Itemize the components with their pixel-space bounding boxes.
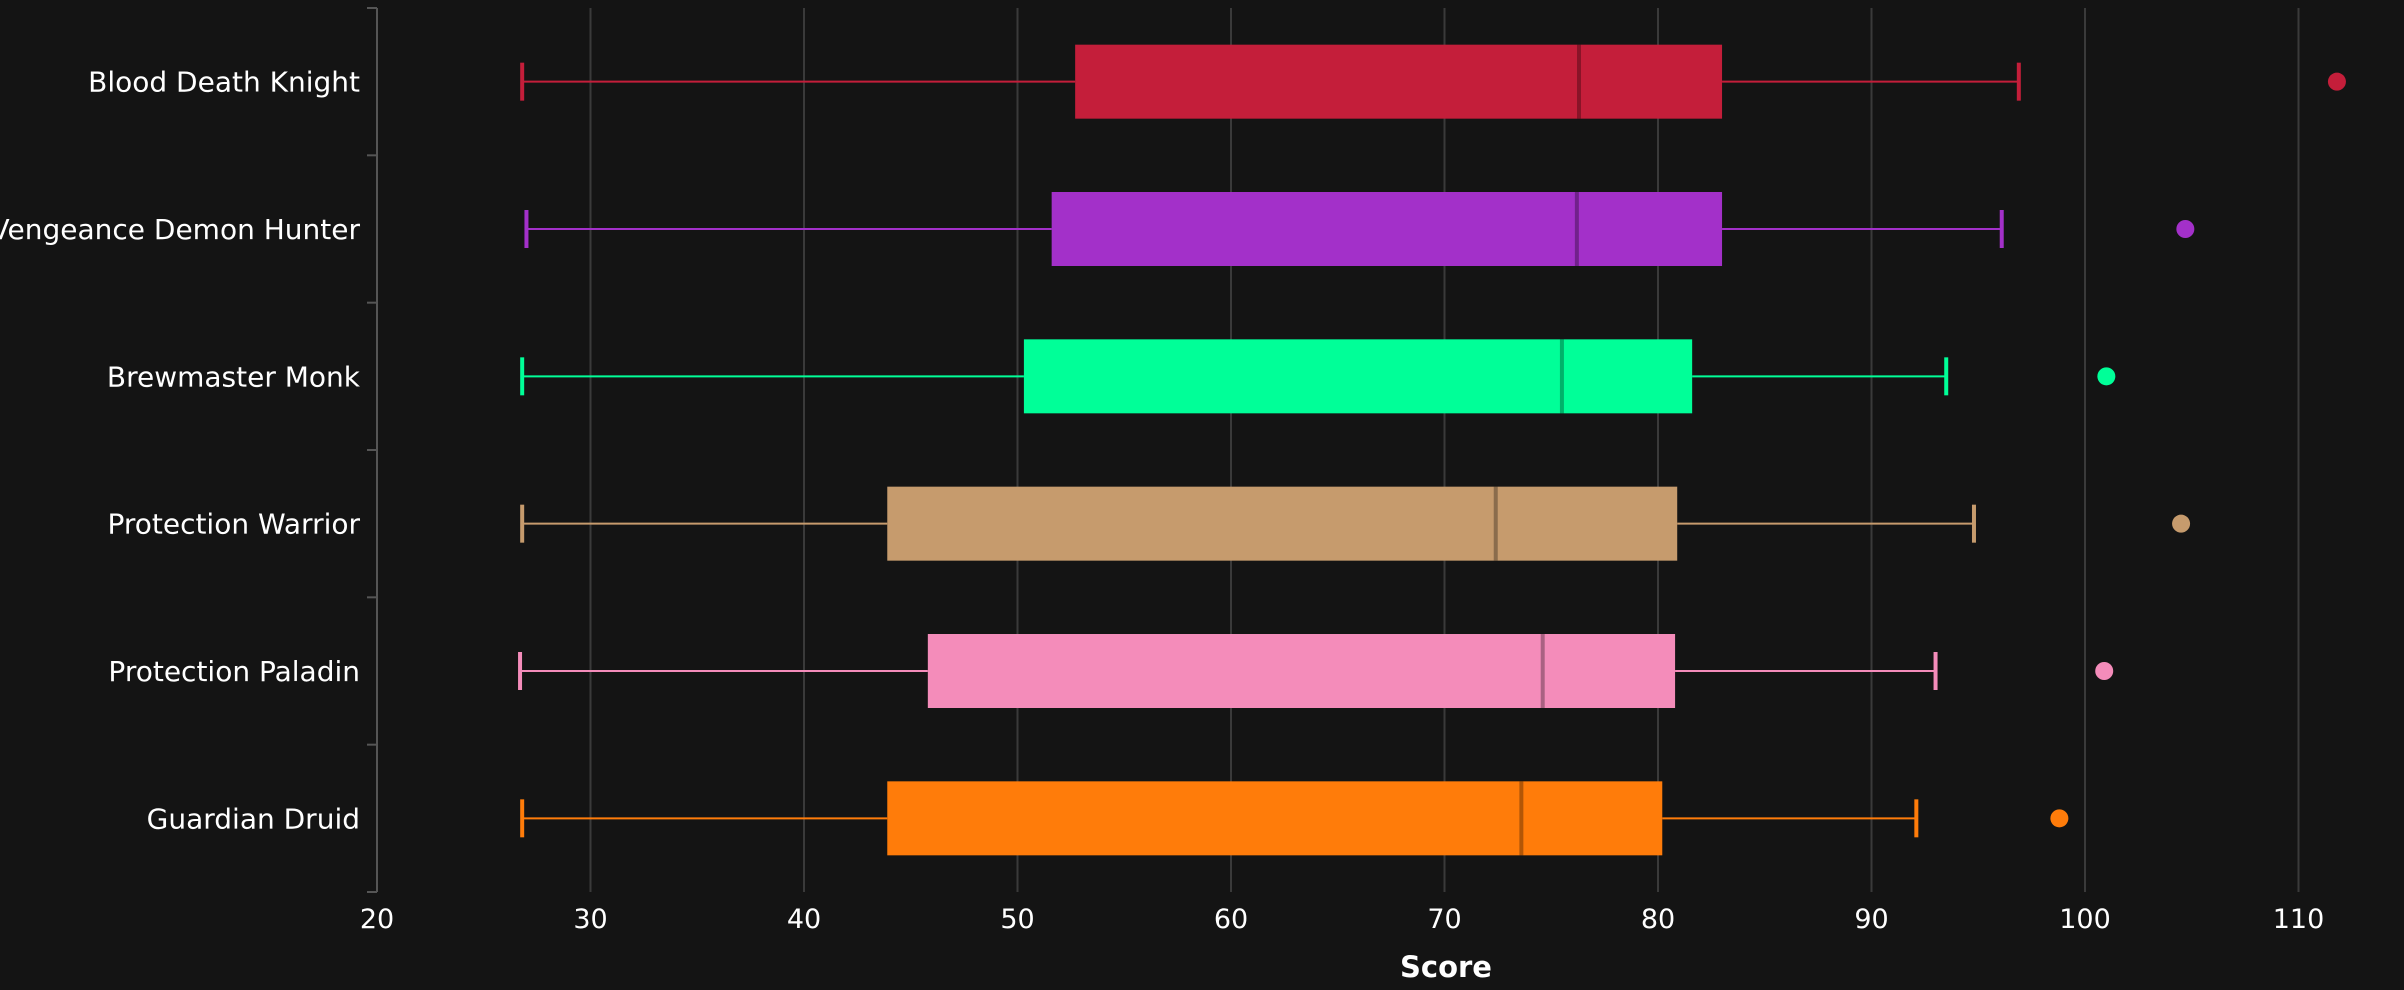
category-label: Blood Death Knight [88,66,360,99]
box-group [524,192,2195,266]
outlier-point [2327,72,2346,91]
labels: 20 30 40 50 60 70 80 90 100 110 Blood Death Knight… [0,66,2324,935]
outlier-point [2172,514,2191,533]
x-axis-title: Score [1400,950,1492,984]
x-tick-label: 80 [1641,904,1675,935]
x-tick-label: 90 [1854,904,1888,935]
outlier-point [2095,662,2114,680]
box-iqr [887,781,1663,856]
outlier-point [2050,809,2069,828]
box-iqr [1051,192,1723,266]
axes [367,7,378,893]
category-label: Guardian Druid [147,802,360,835]
x-tick-label: 110 [2273,904,2325,935]
category-label: Brewmaster Monk [107,360,361,393]
x-tick-label: 70 [1427,904,1461,935]
outlier-point [2097,367,2116,386]
x-tick-label: 40 [787,904,821,935]
box-iqr [927,634,1676,708]
x-tick-label: 100 [2059,904,2111,935]
grid-lines [589,8,2300,892]
category-label: Vengeance Demon Hunter [0,213,360,246]
x-tick-label: 60 [1214,904,1248,935]
box-iqr [1023,339,1693,414]
box-group [520,339,2116,414]
x-tick-label: 50 [1000,904,1034,935]
category-label: Protection Paladin [108,655,360,688]
outlier-point [2176,220,2195,238]
x-tick-label: 30 [573,904,607,935]
category-label: Protection Warrior [107,508,360,541]
box-group [518,634,2114,708]
box-group [520,44,2346,119]
box-iqr [1075,44,1723,119]
box-group [520,781,2069,856]
x-tick-label: 20 [360,904,394,935]
boxes [518,44,2346,856]
box-iqr [887,486,1678,561]
box-group [520,486,2191,561]
